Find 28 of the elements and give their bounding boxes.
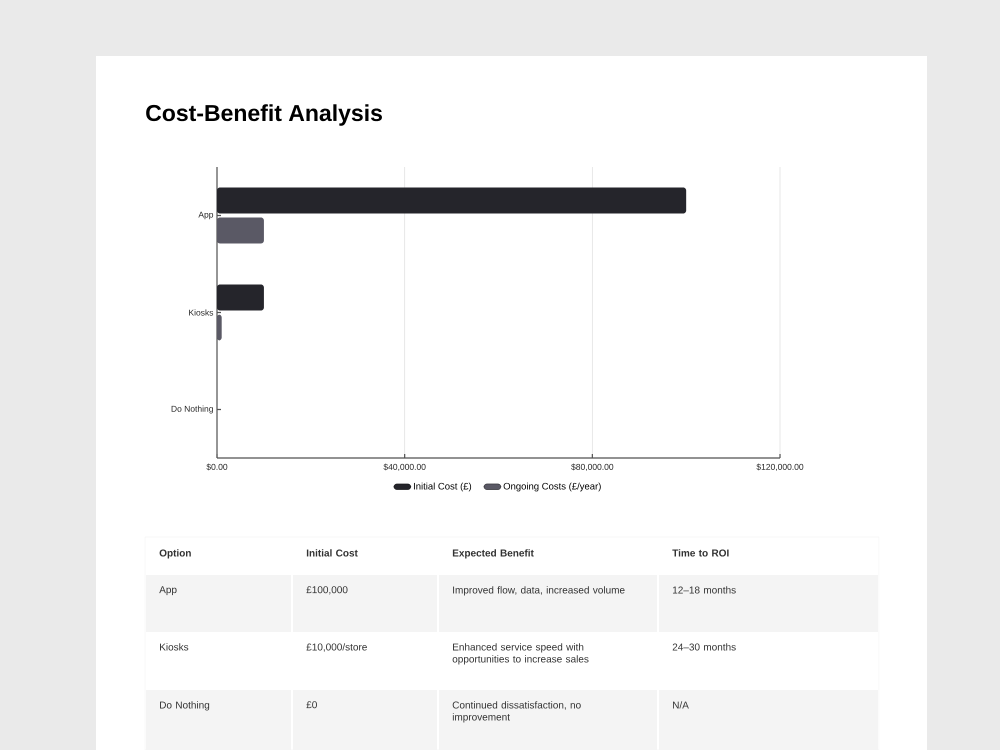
text: Improved flow, data, increased volume — [453, 586, 625, 596]
text: £0 — [306, 701, 317, 708]
y-tick-label: Kiosks — [189, 309, 214, 316]
text: N/A — [673, 701, 689, 708]
legend-label: Ongoing Costs (£/year) — [504, 482, 601, 492]
x-tick-label: $80,000.00 — [571, 463, 614, 471]
text: Time to ROI — [672, 549, 729, 556]
text: Kiosks — [160, 643, 188, 650]
chart-title: Cost-Benefit Analysis — [146, 104, 382, 126]
x-tick-label: $0.00 — [206, 463, 228, 470]
text: £10,000/store — [306, 643, 367, 652]
bar — [217, 217, 264, 244]
text: Option — [160, 549, 191, 558]
bar — [217, 284, 264, 310]
text: Expected Benefit — [452, 549, 534, 558]
text: Initial Cost — [306, 549, 358, 556]
y-tick-label: App — [198, 212, 214, 220]
text: Continued dissatisfaction, no improvement — [452, 701, 581, 722]
bar — [217, 187, 686, 214]
text: 24–30 months — [672, 643, 736, 650]
text: App — [159, 586, 177, 596]
x-tick-label: $40,000.00 — [383, 463, 426, 471]
text: Enhanced service speed with opportunities to increase sales — [452, 643, 589, 664]
text: 12–18 months — [672, 586, 736, 594]
x-tick-label: $120,000.00 — [756, 463, 804, 471]
text: £100,000 — [306, 586, 348, 594]
y-tick-label: Do Nothing — [172, 405, 213, 414]
legend-label: Initial Cost (£) — [414, 482, 472, 492]
